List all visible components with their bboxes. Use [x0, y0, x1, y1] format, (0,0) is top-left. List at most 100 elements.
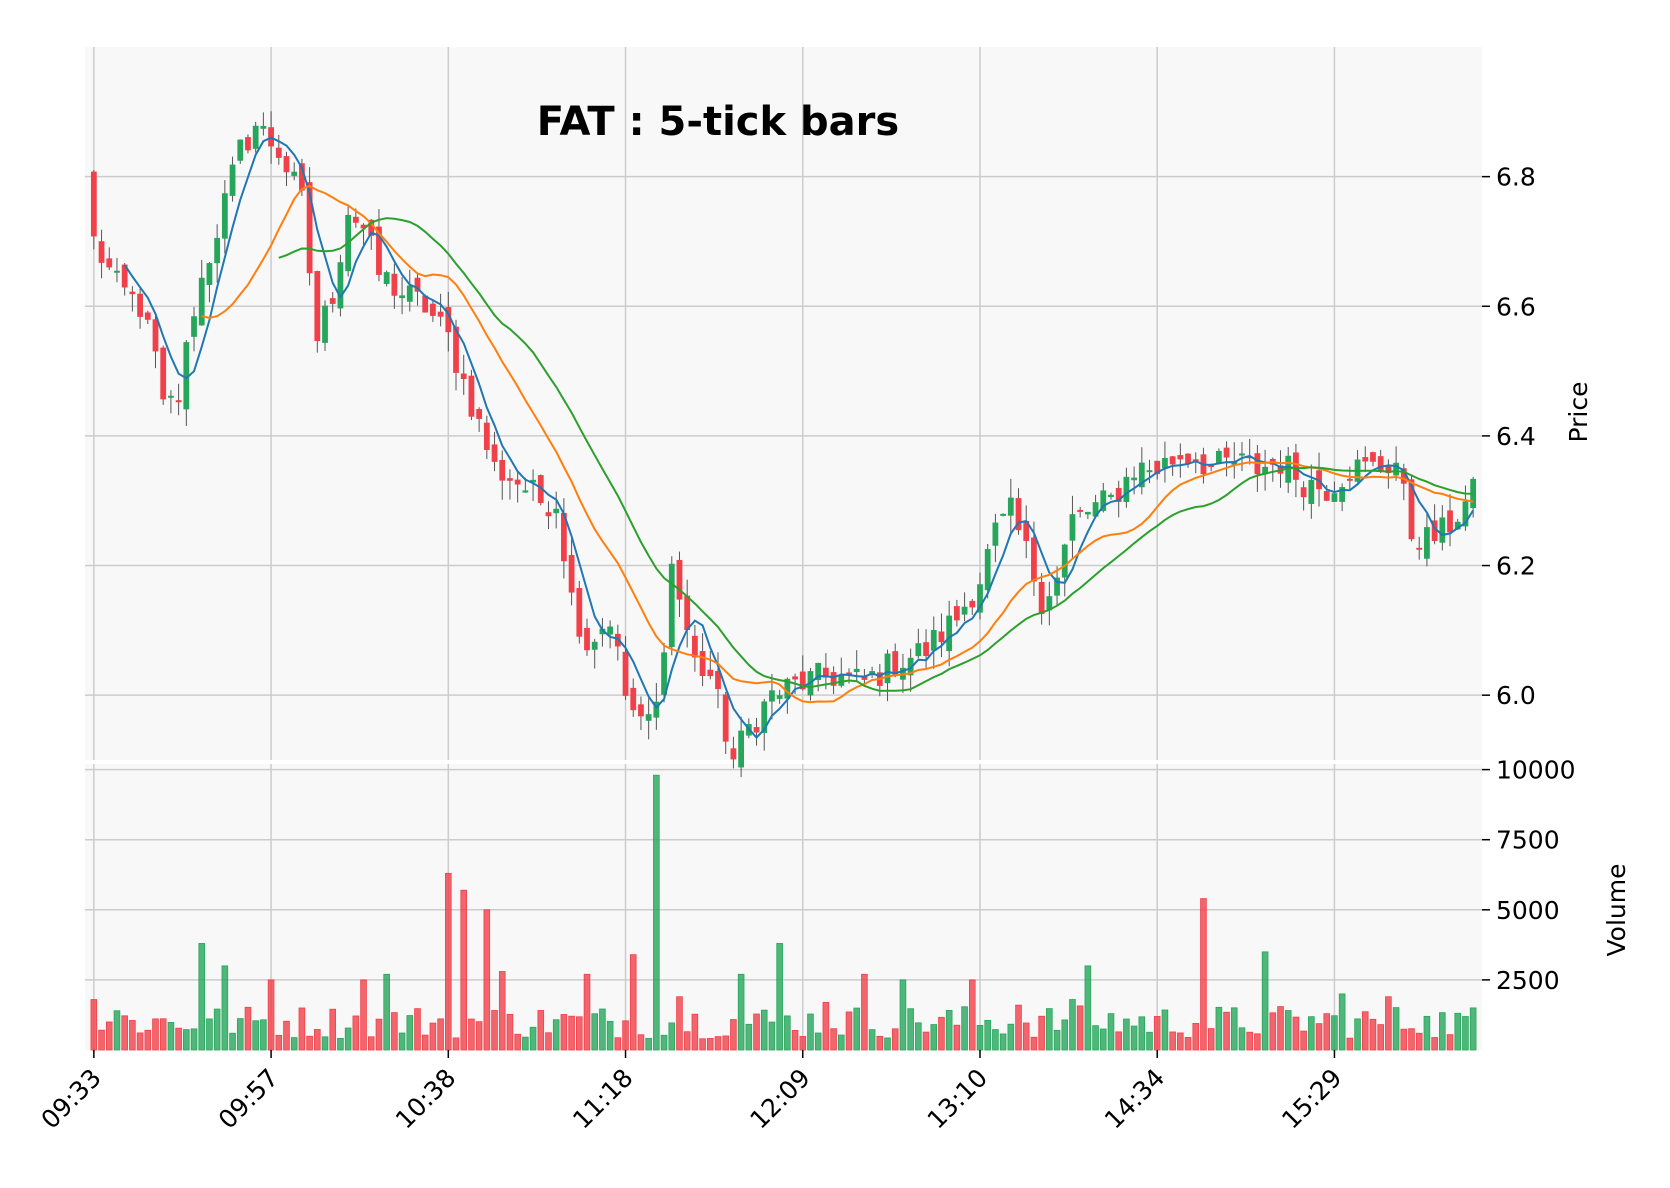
volume-bar — [1439, 1012, 1446, 1051]
candle-body — [568, 554, 575, 593]
volume-bar — [483, 909, 491, 1051]
candle-body — [1031, 537, 1037, 582]
volume-bar — [1377, 1024, 1384, 1051]
x-tick-label: 09:57 — [213, 1063, 284, 1134]
candle-body — [360, 224, 367, 229]
candle-body — [491, 444, 498, 462]
moving-average-lines — [123, 136, 1474, 740]
chart-title: FAT : 5-tick bars — [537, 99, 899, 145]
volume-bar — [498, 971, 506, 1051]
candle-body — [522, 490, 529, 493]
candle-body — [892, 651, 899, 677]
candle-body — [1038, 581, 1045, 614]
volume-bar — [976, 1025, 984, 1051]
volume-bar — [275, 1034, 283, 1051]
candle-body — [129, 291, 136, 295]
volume-bar — [1169, 1031, 1176, 1051]
volume-bar — [152, 1018, 159, 1051]
volume-bar — [1076, 1005, 1084, 1051]
candle-body — [715, 670, 721, 690]
volume-bar — [1385, 996, 1392, 1051]
candle-body — [1470, 478, 1477, 509]
volume-bar — [637, 1034, 645, 1051]
candle-body — [1246, 456, 1253, 459]
volume-bar — [822, 1001, 830, 1051]
candle-body — [591, 641, 598, 650]
volume-bar — [1261, 951, 1269, 1051]
volume-bar — [560, 1014, 568, 1051]
volume-bar — [1030, 1036, 1038, 1051]
candle-body — [1339, 487, 1346, 502]
candle-body — [460, 373, 467, 380]
candle-body — [445, 307, 452, 333]
volume-bar — [1138, 1016, 1146, 1051]
candle-body — [306, 182, 313, 274]
candle-body — [183, 342, 190, 410]
candle-body — [237, 139, 244, 161]
volume-bar — [105, 1021, 113, 1051]
candle-body — [1092, 502, 1099, 517]
candle-body — [1377, 456, 1384, 471]
volume-bar — [953, 1024, 961, 1051]
candle-body — [1408, 479, 1415, 540]
candle-body — [337, 262, 344, 309]
volume-bar — [113, 1010, 121, 1051]
candle-body — [799, 671, 806, 690]
volume-bar — [606, 1020, 614, 1051]
candle-body — [1323, 491, 1330, 501]
candle-body — [1154, 460, 1161, 475]
candle-body — [1385, 465, 1392, 474]
volume-bar — [568, 1015, 575, 1051]
volume-bar — [1215, 1006, 1223, 1051]
volume-axis-label: Volume — [1602, 864, 1631, 957]
candle-body — [984, 549, 991, 591]
volume-bar — [290, 1037, 298, 1051]
candle-body — [1131, 477, 1137, 481]
candle-body — [1424, 527, 1430, 559]
volume-bar — [676, 996, 683, 1051]
volume-bar — [691, 1013, 699, 1051]
volume-bar — [961, 1006, 968, 1051]
candle-body — [1215, 450, 1222, 465]
candle-body — [992, 522, 999, 546]
volume-bar — [121, 1015, 128, 1051]
volume-bar — [398, 1032, 406, 1051]
volume-bar — [129, 1020, 136, 1051]
volume-bar — [1192, 1022, 1200, 1051]
candle-body — [1400, 468, 1407, 484]
volume-bar — [1123, 1018, 1130, 1051]
volume-bar — [622, 1020, 629, 1051]
volume-bar — [136, 1032, 144, 1051]
volume-bar — [1323, 1013, 1331, 1051]
candle-body — [229, 164, 236, 196]
volume-tick-label: 10000 — [1496, 756, 1576, 785]
candle-body — [776, 695, 783, 699]
candle-body — [915, 643, 922, 657]
candle-body — [1447, 510, 1453, 533]
candle-body — [961, 606, 968, 615]
candle-body — [1069, 514, 1076, 541]
volume-bar — [283, 1020, 290, 1051]
candle-body — [753, 727, 760, 733]
volume-bar — [1354, 1018, 1361, 1051]
candle-body — [437, 311, 444, 317]
volume-bar — [491, 1010, 498, 1051]
candle-body — [121, 264, 128, 288]
x-tick-label: 11:18 — [567, 1063, 638, 1134]
volume-bar — [1315, 1023, 1323, 1051]
volume-bar — [1053, 1029, 1061, 1051]
volume-bar — [668, 1022, 676, 1051]
volume-tick-label: 2500 — [1496, 966, 1560, 995]
volume-bar — [1292, 1016, 1300, 1051]
candle-body — [599, 628, 606, 635]
candle-body — [422, 295, 429, 313]
candle-body — [784, 678, 791, 699]
candle-body — [1007, 497, 1014, 516]
volume-bar — [406, 1015, 414, 1051]
candle-body — [861, 676, 868, 680]
candle-body — [553, 508, 560, 514]
candle-body — [1331, 493, 1338, 502]
candle-body — [1308, 479, 1315, 504]
candle-body — [691, 635, 698, 658]
